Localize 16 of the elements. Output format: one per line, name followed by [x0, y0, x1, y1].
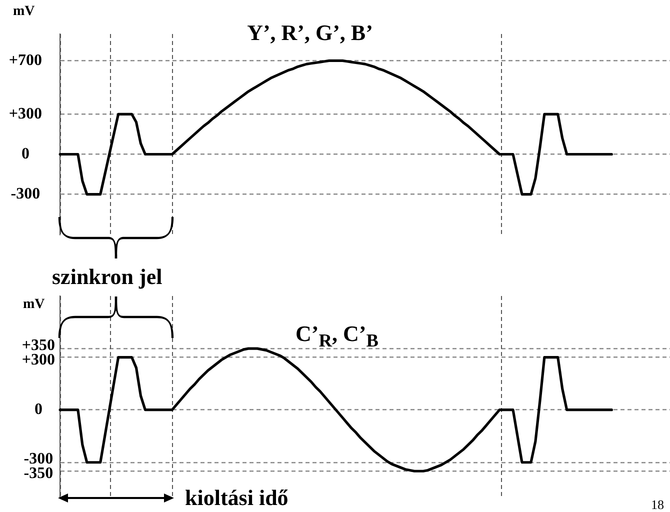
y-tick-label: -350 [24, 465, 54, 482]
y-tick-label: +350 [22, 336, 56, 354]
y-tick-label: +700 [8, 52, 42, 69]
chart-title: Y’, R’, G’, B’ [247, 20, 373, 45]
y-axis-title: mV [13, 4, 35, 20]
text: C’$_{R}$, C’$_{B}$ [296, 321, 378, 351]
y-tick-label: -300 [10, 185, 40, 202]
y-tick-label: 0 [21, 145, 30, 162]
annotation: 18 [651, 497, 664, 512]
annotation: kioltási idő [185, 485, 288, 510]
text: szinkron jel [52, 264, 162, 289]
y-tick-label: +300 [22, 351, 56, 368]
y-axis-title: mV [23, 297, 45, 313]
y-tick-label: +300 [8, 105, 42, 122]
y-tick-label: 0 [34, 400, 42, 418]
y-tick-label: -300 [24, 450, 54, 468]
